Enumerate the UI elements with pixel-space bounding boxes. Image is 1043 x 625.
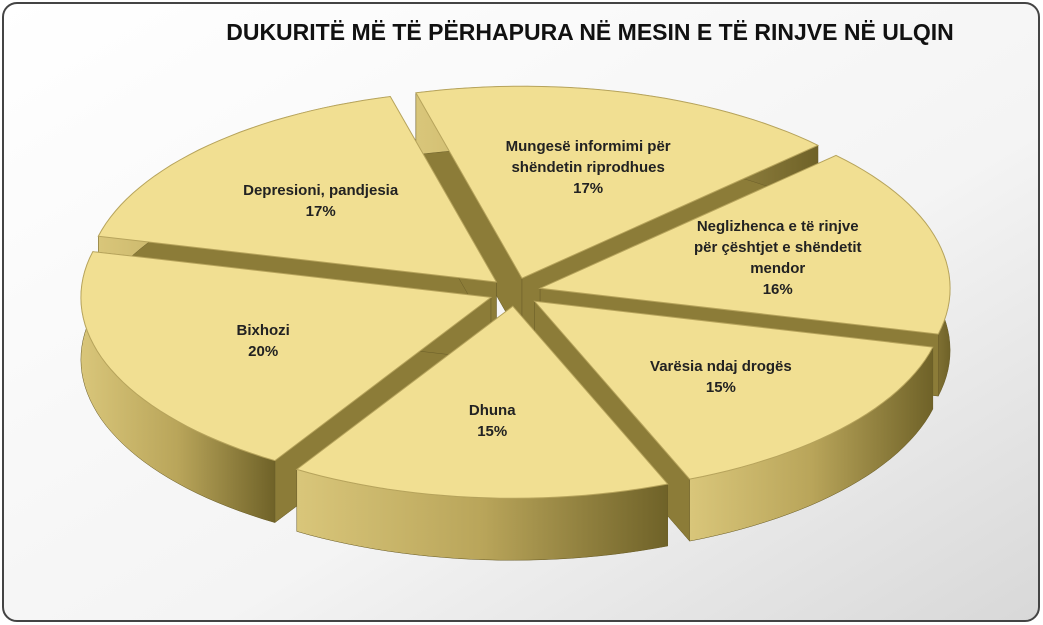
slice-label-box: Varësia ndaj drogës 15%	[621, 322, 821, 432]
slice-label: Neglizhenca e të rinjve për çështjet e s…	[678, 203, 878, 313]
slice-label-box: Neglizhenca e të rinjve për çështjet e s…	[678, 203, 878, 313]
value-label: 15%	[705, 378, 736, 396]
value-label: 16%	[762, 281, 793, 299]
category-label: Varësia ndaj drogës	[650, 357, 792, 375]
slice	[80, 251, 493, 462]
slice-label-box: Bixhozi 20%	[163, 286, 363, 396]
value-label: 15%	[477, 423, 508, 441]
slice	[415, 85, 820, 279]
pie	[80, 85, 951, 561]
category-label: Neglizhenca e të rinjve për çështjet e s…	[693, 218, 862, 278]
category-label: Bixhozi	[236, 321, 290, 339]
slice-label: Dhuna 15%	[392, 366, 592, 476]
slice-label: Bixhozi 20%	[163, 286, 363, 396]
value-label: 17%	[305, 203, 336, 221]
slice-label: Mungesë informimi për shëndetin riprodhu…	[488, 112, 688, 222]
chart-title: DUKURITË MË TË PËRHAPURA NË MESIN E TË R…	[226, 19, 954, 45]
slice-label-box: Depresioni, pandjesia 17%	[221, 146, 421, 256]
slice	[97, 95, 498, 283]
category-label: Depresioni, pandjesia	[243, 182, 399, 200]
category-label: Mungesë informimi për shëndetin riprodhu…	[505, 137, 671, 176]
value-label: 20%	[248, 342, 279, 360]
category-label: Dhuna	[468, 402, 516, 420]
slice-label-box: Mungesë informimi për shëndetin riprodhu…	[488, 112, 688, 222]
value-label: 17%	[573, 179, 604, 197]
slice-label: Varësia ndaj drogës 15%	[621, 322, 821, 432]
slice	[295, 305, 669, 499]
slice	[533, 300, 934, 480]
slice-label: Depresioni, pandjesia 17%	[221, 146, 421, 256]
slice	[538, 154, 951, 335]
slice-label-box: Dhuna 15%	[392, 366, 592, 476]
